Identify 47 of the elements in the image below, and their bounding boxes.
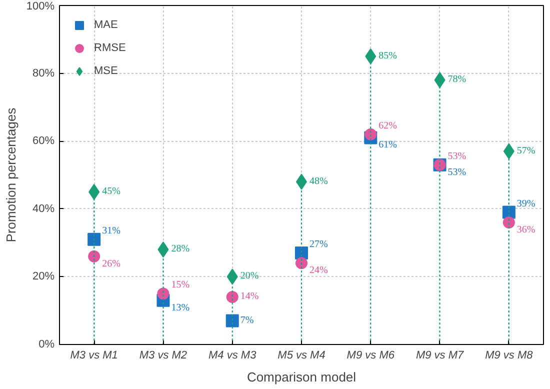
legend-label: RMSE	[94, 42, 126, 54]
point	[296, 257, 308, 270]
data-label: 45%	[102, 186, 120, 197]
y-tick-label: 40%	[32, 202, 55, 215]
legend-label: MAE	[94, 19, 118, 31]
x-tick-label: M4 vs M3	[208, 350, 258, 362]
data-label: 53%	[448, 150, 466, 162]
data-label: 7%	[240, 314, 254, 326]
data-label: 26%	[102, 258, 120, 270]
data-label: 39%	[516, 198, 536, 210]
data-label: 57%	[516, 145, 536, 156]
y-tick-label: 80%	[32, 67, 55, 80]
x-axis-title: Comparison model	[246, 370, 356, 384]
y-tick-label: 0%	[38, 338, 55, 350]
point	[502, 216, 515, 228]
x-tick-label: M9 vs M7	[416, 350, 465, 362]
data-label: 28%	[171, 244, 190, 255]
point	[88, 250, 100, 262]
point	[226, 314, 239, 328]
data-label: 31%	[102, 225, 120, 236]
x-tick-label: M3 vs M1	[70, 350, 118, 362]
data-label: 61%	[378, 140, 397, 151]
data-label: 85%	[378, 50, 397, 62]
data-label: 53%	[448, 166, 466, 178]
data-label: 48%	[310, 176, 328, 187]
data-label: 78%	[448, 74, 466, 86]
point	[364, 128, 377, 140]
y-tick-label: 60%	[32, 135, 55, 148]
x-tick-label: M9 vs M8	[485, 350, 534, 362]
point	[88, 232, 101, 246]
data-label: 24%	[310, 265, 328, 276]
data-label: 14%	[240, 291, 259, 302]
data-label: 13%	[171, 302, 190, 314]
y-tick-label: 20%	[32, 270, 55, 283]
data-label: 27%	[310, 238, 328, 250]
data-label: 15%	[171, 280, 190, 291]
x-tick-label: M5 vs M4	[278, 350, 326, 362]
x-tick-label: M3 vs M2	[139, 350, 188, 362]
y-axis-title: Promotion percentages	[3, 107, 18, 242]
y-tick-label: 100%	[26, 0, 55, 12]
data-label: 20%	[240, 270, 259, 282]
data-label: 36%	[516, 224, 536, 236]
data-label: 62%	[378, 120, 397, 132]
point	[157, 288, 170, 300]
legend-label: MSE	[94, 65, 118, 77]
x-tick-label: M9 vs M6	[346, 350, 396, 362]
point	[226, 291, 238, 304]
